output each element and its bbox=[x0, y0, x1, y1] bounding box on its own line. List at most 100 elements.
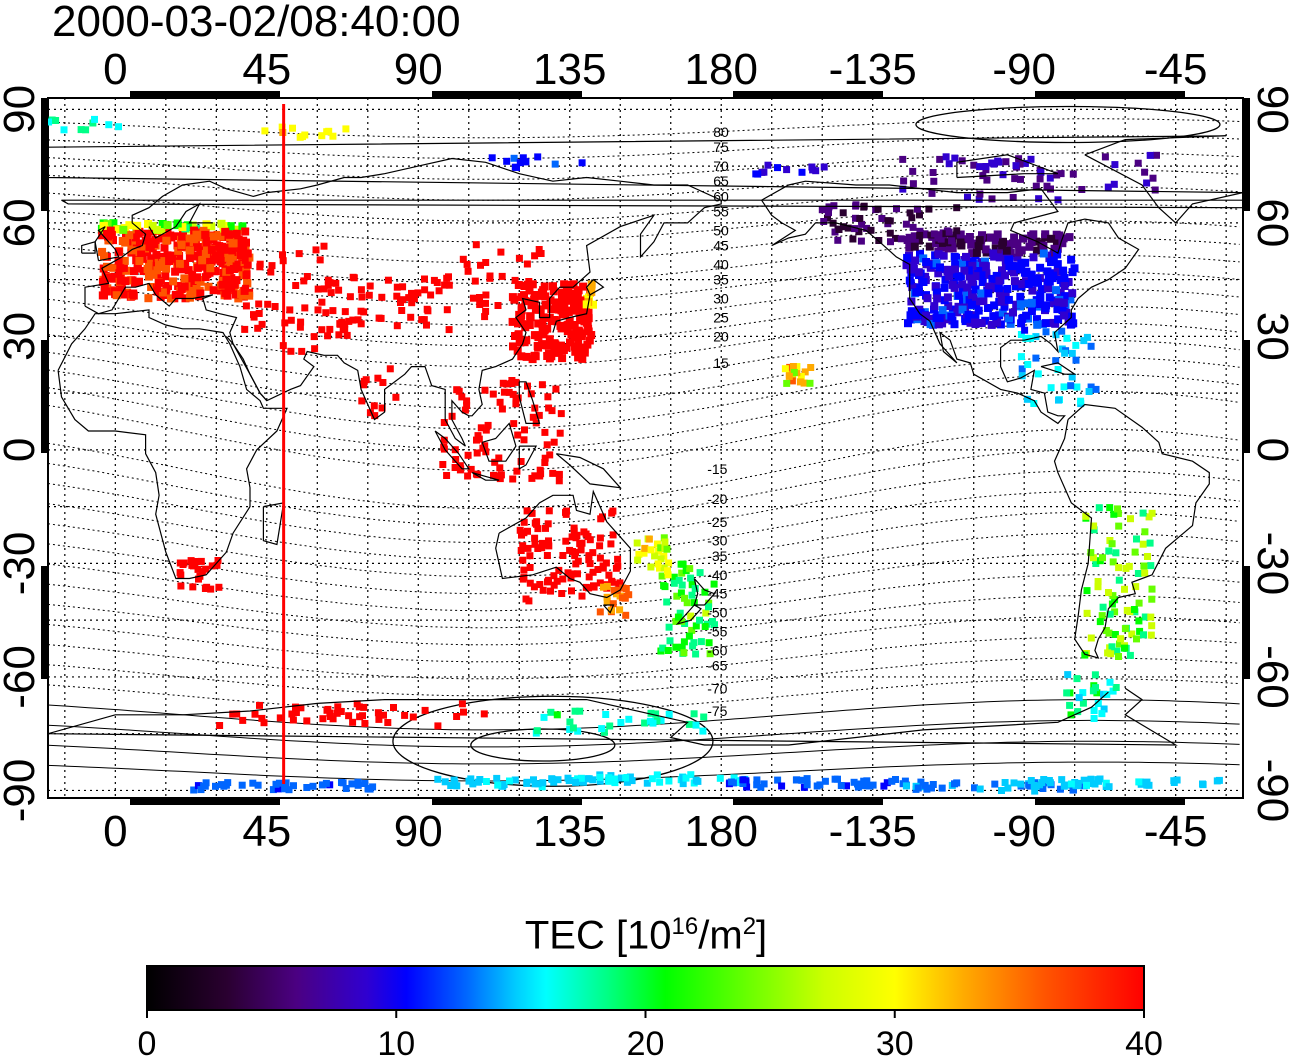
tec-point bbox=[511, 776, 519, 784]
tec-point bbox=[692, 622, 700, 630]
tec-point bbox=[997, 247, 1006, 256]
tec-point bbox=[1134, 159, 1142, 167]
tec-point bbox=[112, 291, 121, 300]
tec-point bbox=[806, 379, 814, 387]
tec-point bbox=[358, 293, 366, 301]
tec-point bbox=[1009, 194, 1017, 201]
tec-point bbox=[254, 781, 262, 789]
tec-point bbox=[530, 583, 538, 591]
tec-point bbox=[951, 154, 959, 162]
tec-point bbox=[274, 785, 282, 793]
tec-point bbox=[531, 291, 540, 300]
tec-point bbox=[1021, 258, 1030, 267]
tec-point bbox=[1170, 777, 1178, 785]
contour-label: -40 bbox=[707, 567, 727, 583]
contour-line bbox=[48, 449, 1240, 527]
tec-point bbox=[937, 235, 945, 243]
tec-point bbox=[533, 520, 540, 528]
tec-point bbox=[256, 701, 263, 709]
tec-point bbox=[110, 272, 119, 281]
tec-point bbox=[1147, 562, 1155, 570]
tec-point bbox=[1092, 560, 1100, 567]
tec-point bbox=[434, 722, 442, 730]
tec-point bbox=[906, 311, 915, 320]
coastlines bbox=[48, 135, 1243, 746]
tec-point bbox=[534, 525, 542, 533]
coastline bbox=[761, 180, 1140, 425]
tec-point bbox=[171, 290, 180, 299]
tec-point bbox=[568, 533, 576, 541]
tec-point bbox=[1031, 787, 1039, 795]
tec-point bbox=[163, 251, 172, 260]
tec-point bbox=[1049, 318, 1058, 327]
tec-point bbox=[981, 245, 990, 254]
tec-point bbox=[647, 709, 655, 717]
tec-point bbox=[1010, 233, 1019, 242]
tec-point bbox=[407, 313, 415, 321]
tec-point bbox=[982, 163, 990, 170]
tec-point bbox=[193, 243, 201, 252]
tec-point bbox=[171, 267, 180, 276]
tec-point bbox=[789, 363, 797, 370]
tec-point bbox=[1009, 267, 1018, 276]
tec-point bbox=[916, 249, 924, 258]
tec-point bbox=[663, 545, 671, 553]
tec-point bbox=[609, 507, 617, 515]
tec-point bbox=[977, 319, 986, 327]
tec-point bbox=[678, 569, 686, 577]
tec-point bbox=[608, 578, 616, 586]
tec-point bbox=[555, 566, 563, 574]
tec-point bbox=[1024, 280, 1033, 288]
tec-point bbox=[1087, 634, 1095, 642]
tec-point bbox=[512, 395, 520, 403]
contour-label: 15 bbox=[713, 355, 729, 371]
tec-point bbox=[515, 254, 523, 262]
tec-point bbox=[143, 229, 152, 238]
tec-point bbox=[520, 291, 528, 300]
tec-point bbox=[523, 507, 531, 515]
tec-point bbox=[1059, 266, 1068, 275]
tec-point bbox=[1017, 353, 1025, 361]
tec-point bbox=[974, 242, 983, 251]
tec-point bbox=[556, 429, 564, 437]
tec-point bbox=[498, 272, 506, 280]
tec-point bbox=[365, 291, 373, 299]
tec-point bbox=[976, 785, 984, 793]
contour-ring bbox=[392, 695, 714, 787]
tec-point bbox=[686, 565, 694, 573]
tec-point bbox=[452, 456, 460, 463]
tec-point bbox=[809, 166, 817, 174]
tec-point bbox=[474, 778, 482, 786]
tec-point bbox=[1027, 270, 1036, 279]
tec-point bbox=[543, 441, 551, 449]
tec-point bbox=[690, 599, 698, 607]
tec-point bbox=[392, 393, 400, 401]
tec-point bbox=[345, 712, 353, 720]
tec-point bbox=[950, 320, 959, 329]
tec-point bbox=[150, 240, 159, 248]
tec-point bbox=[558, 354, 567, 363]
tec-point bbox=[979, 297, 988, 306]
tec-point bbox=[967, 240, 976, 249]
tec-point bbox=[914, 784, 922, 792]
tec-point bbox=[332, 279, 340, 287]
left-lat-tick-label: 60 bbox=[0, 198, 44, 247]
tec-point bbox=[1079, 689, 1087, 697]
colorbar-tick-label: 30 bbox=[876, 1025, 914, 1057]
tec-point bbox=[1139, 540, 1147, 548]
tec-point bbox=[1101, 153, 1109, 161]
tec-point bbox=[243, 279, 252, 288]
tec-point bbox=[1104, 183, 1112, 191]
tec-point bbox=[319, 715, 327, 723]
tec-point bbox=[933, 294, 942, 303]
tec-point bbox=[1134, 570, 1142, 577]
top-lon-tick-label: -45 bbox=[1144, 45, 1208, 94]
tec-point bbox=[570, 332, 579, 341]
tec-point bbox=[851, 225, 859, 233]
tec-point bbox=[909, 223, 917, 231]
tec-point bbox=[930, 177, 938, 185]
contour-line bbox=[48, 356, 1240, 430]
tec-point bbox=[1073, 781, 1081, 789]
contour-label: -30 bbox=[707, 533, 727, 549]
tec-point bbox=[218, 280, 227, 289]
